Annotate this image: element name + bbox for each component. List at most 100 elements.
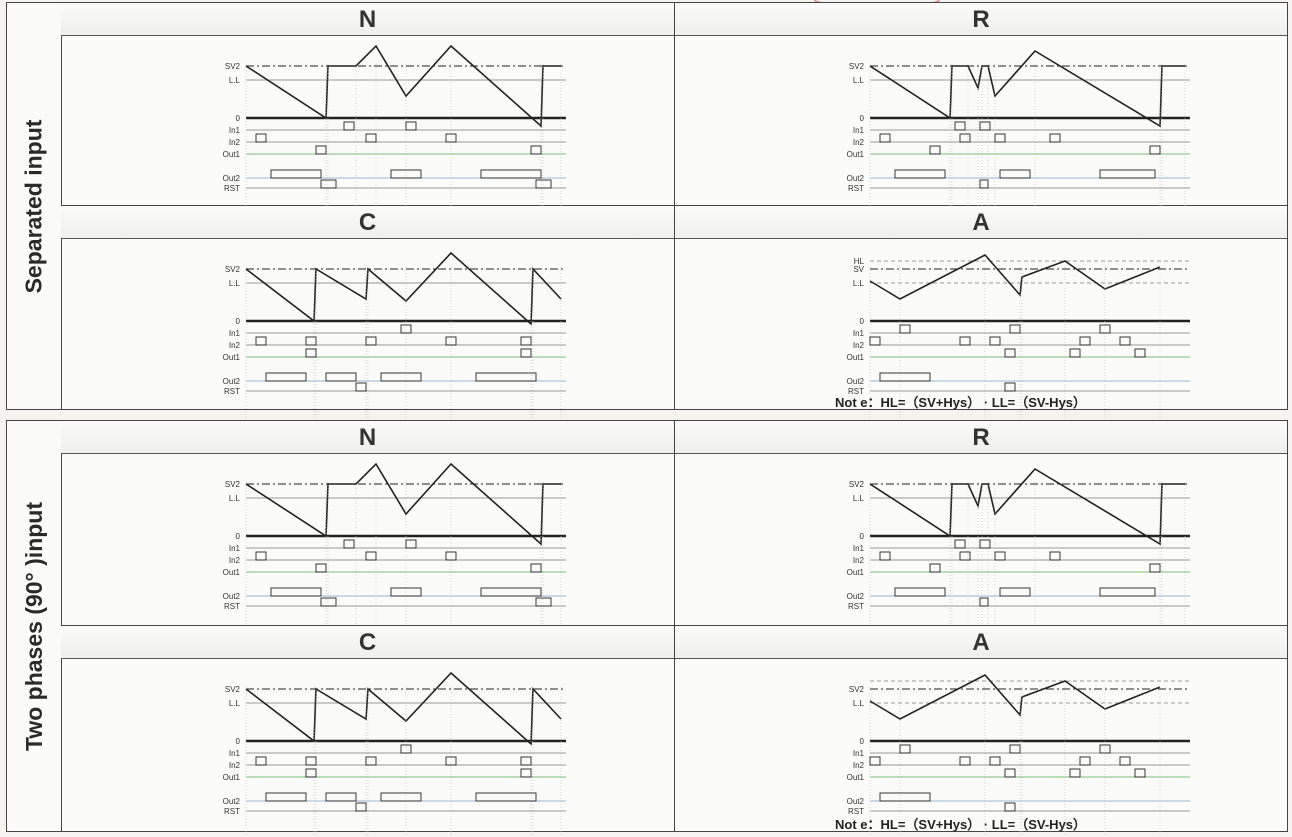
signal-pulse xyxy=(1099,169,1156,179)
signal-pulse xyxy=(1079,756,1091,766)
mode-cell: A HL SV L.L 0 In1 In2 Out1 Out2 RST Not e：HL=（SV… xyxy=(675,206,1287,419)
signal-label: In1 xyxy=(853,749,865,758)
signal-label: In2 xyxy=(853,138,865,147)
signal-label: Out1 xyxy=(847,773,865,782)
side-label-text: Two phases (90° )input xyxy=(20,501,47,751)
signal-pulse xyxy=(894,587,946,597)
signal-pulse xyxy=(325,372,357,382)
note-text: Not e：HL=（SV+Hys） · LL=（SV-Hys） xyxy=(835,395,1087,410)
signal-label: L.L xyxy=(229,279,241,288)
signal-pulse xyxy=(879,551,891,561)
signal-pulse xyxy=(1099,744,1111,754)
signal-label: Out2 xyxy=(223,174,241,183)
signal-label: In1 xyxy=(229,544,241,553)
signal-label: In2 xyxy=(853,761,865,770)
signal-label: L.L xyxy=(853,279,865,288)
signal-label: RST xyxy=(848,602,864,611)
signal-pulse xyxy=(535,179,552,189)
signal-label: SV2 xyxy=(225,685,241,694)
signal-label: In2 xyxy=(229,556,241,565)
signal-pulse xyxy=(365,336,377,346)
timing-diagram: SV2 L.L 0 In1 In2 Out1 Out2 RST xyxy=(675,454,1287,634)
signal-label: RST xyxy=(224,807,240,816)
signal-pulse xyxy=(894,169,946,179)
signal-label: L.L xyxy=(229,76,241,85)
section-side-label: Two phases (90° )input xyxy=(7,421,62,831)
signal-pulse xyxy=(879,792,931,802)
signal-pulse xyxy=(1134,768,1146,778)
signal-pulse xyxy=(390,587,422,597)
signal-label: In1 xyxy=(229,126,241,135)
signal-label: SV xyxy=(853,265,864,274)
signal-pulse xyxy=(265,372,307,382)
signal-label: SV2 xyxy=(849,480,865,489)
signal-label: In1 xyxy=(853,126,865,135)
signal-pulse xyxy=(445,133,457,143)
signal-pulse xyxy=(1149,145,1161,155)
mode-cell: A SV2 L.L 0 In1 In2 Out1 Out2 RST Not e：HL=（SV+… xyxy=(675,626,1287,837)
signal-pulse xyxy=(530,563,542,573)
signal-pulse xyxy=(255,756,267,766)
signal-pulse xyxy=(365,133,377,143)
mode-cell: C SV2 L.L 0 In1 In2 Out1 Out2 RST xyxy=(61,626,675,837)
signal-pulse xyxy=(959,756,971,766)
signal-label: In2 xyxy=(853,556,865,565)
signal-pulse xyxy=(879,372,931,382)
signal-pulse xyxy=(520,756,532,766)
signal-pulse xyxy=(270,587,322,597)
section-two-phase-input: Two phases (90° )input N SV2 L.L 0 In1 In2 Ou… xyxy=(6,420,1288,837)
signal-pulse xyxy=(365,551,377,561)
side-label-text: Separated input xyxy=(20,119,47,293)
signal-label: HL xyxy=(854,257,865,266)
signal-pulse xyxy=(954,539,966,549)
signal-label: L.L xyxy=(853,76,865,85)
signal-pulse xyxy=(959,336,971,346)
signal-pulse xyxy=(1069,348,1081,358)
section-separated-input: Separated input N SV2 L.L 0 In1 In2 Out1 Out2 R… xyxy=(6,2,1288,419)
timing-diagram: SV2 L.L 0 In1 In2 Out1 Out2 RST xyxy=(61,239,674,419)
signal-pulse xyxy=(405,121,417,131)
signal-pulse xyxy=(305,768,317,778)
signal-label: In1 xyxy=(853,329,865,338)
signal-pulse xyxy=(929,145,941,155)
signal-label: Out2 xyxy=(223,592,241,601)
signal-pulse xyxy=(1009,324,1021,334)
signal-pulse xyxy=(994,133,1006,143)
signal-label: RST xyxy=(224,602,240,611)
signal-label: RST xyxy=(224,387,240,396)
signal-label: Out1 xyxy=(847,568,865,577)
signal-pulse xyxy=(445,551,457,561)
signal-pulse xyxy=(520,348,532,358)
signal-pulse xyxy=(305,336,317,346)
signal-pulse xyxy=(475,372,537,382)
signal-pulse xyxy=(1004,348,1016,358)
signal-label: Out1 xyxy=(847,150,865,159)
signal-pulse xyxy=(1049,551,1061,561)
signal-label: Out2 xyxy=(847,174,865,183)
signal-pulse xyxy=(929,563,941,573)
signal-pulse xyxy=(899,324,911,334)
signal-pulse xyxy=(445,336,457,346)
signal-label: 0 xyxy=(236,532,241,541)
mode-title: R xyxy=(675,3,1287,36)
signal-pulse xyxy=(999,587,1031,597)
signal-label: Out1 xyxy=(223,773,241,782)
signal-label: SV2 xyxy=(849,62,865,71)
signal-pulse xyxy=(1049,133,1061,143)
signal-pulse xyxy=(520,336,532,346)
signal-label: Out1 xyxy=(223,353,241,362)
signal-label: Out1 xyxy=(223,568,241,577)
signal-pulse xyxy=(959,133,971,143)
signal-label: RST xyxy=(848,807,864,816)
mode-title: C xyxy=(61,206,674,239)
signal-pulse xyxy=(520,768,532,778)
signal-pulse xyxy=(1149,563,1161,573)
signal-pulse xyxy=(1119,336,1131,346)
signal-label: L.L xyxy=(853,699,865,708)
